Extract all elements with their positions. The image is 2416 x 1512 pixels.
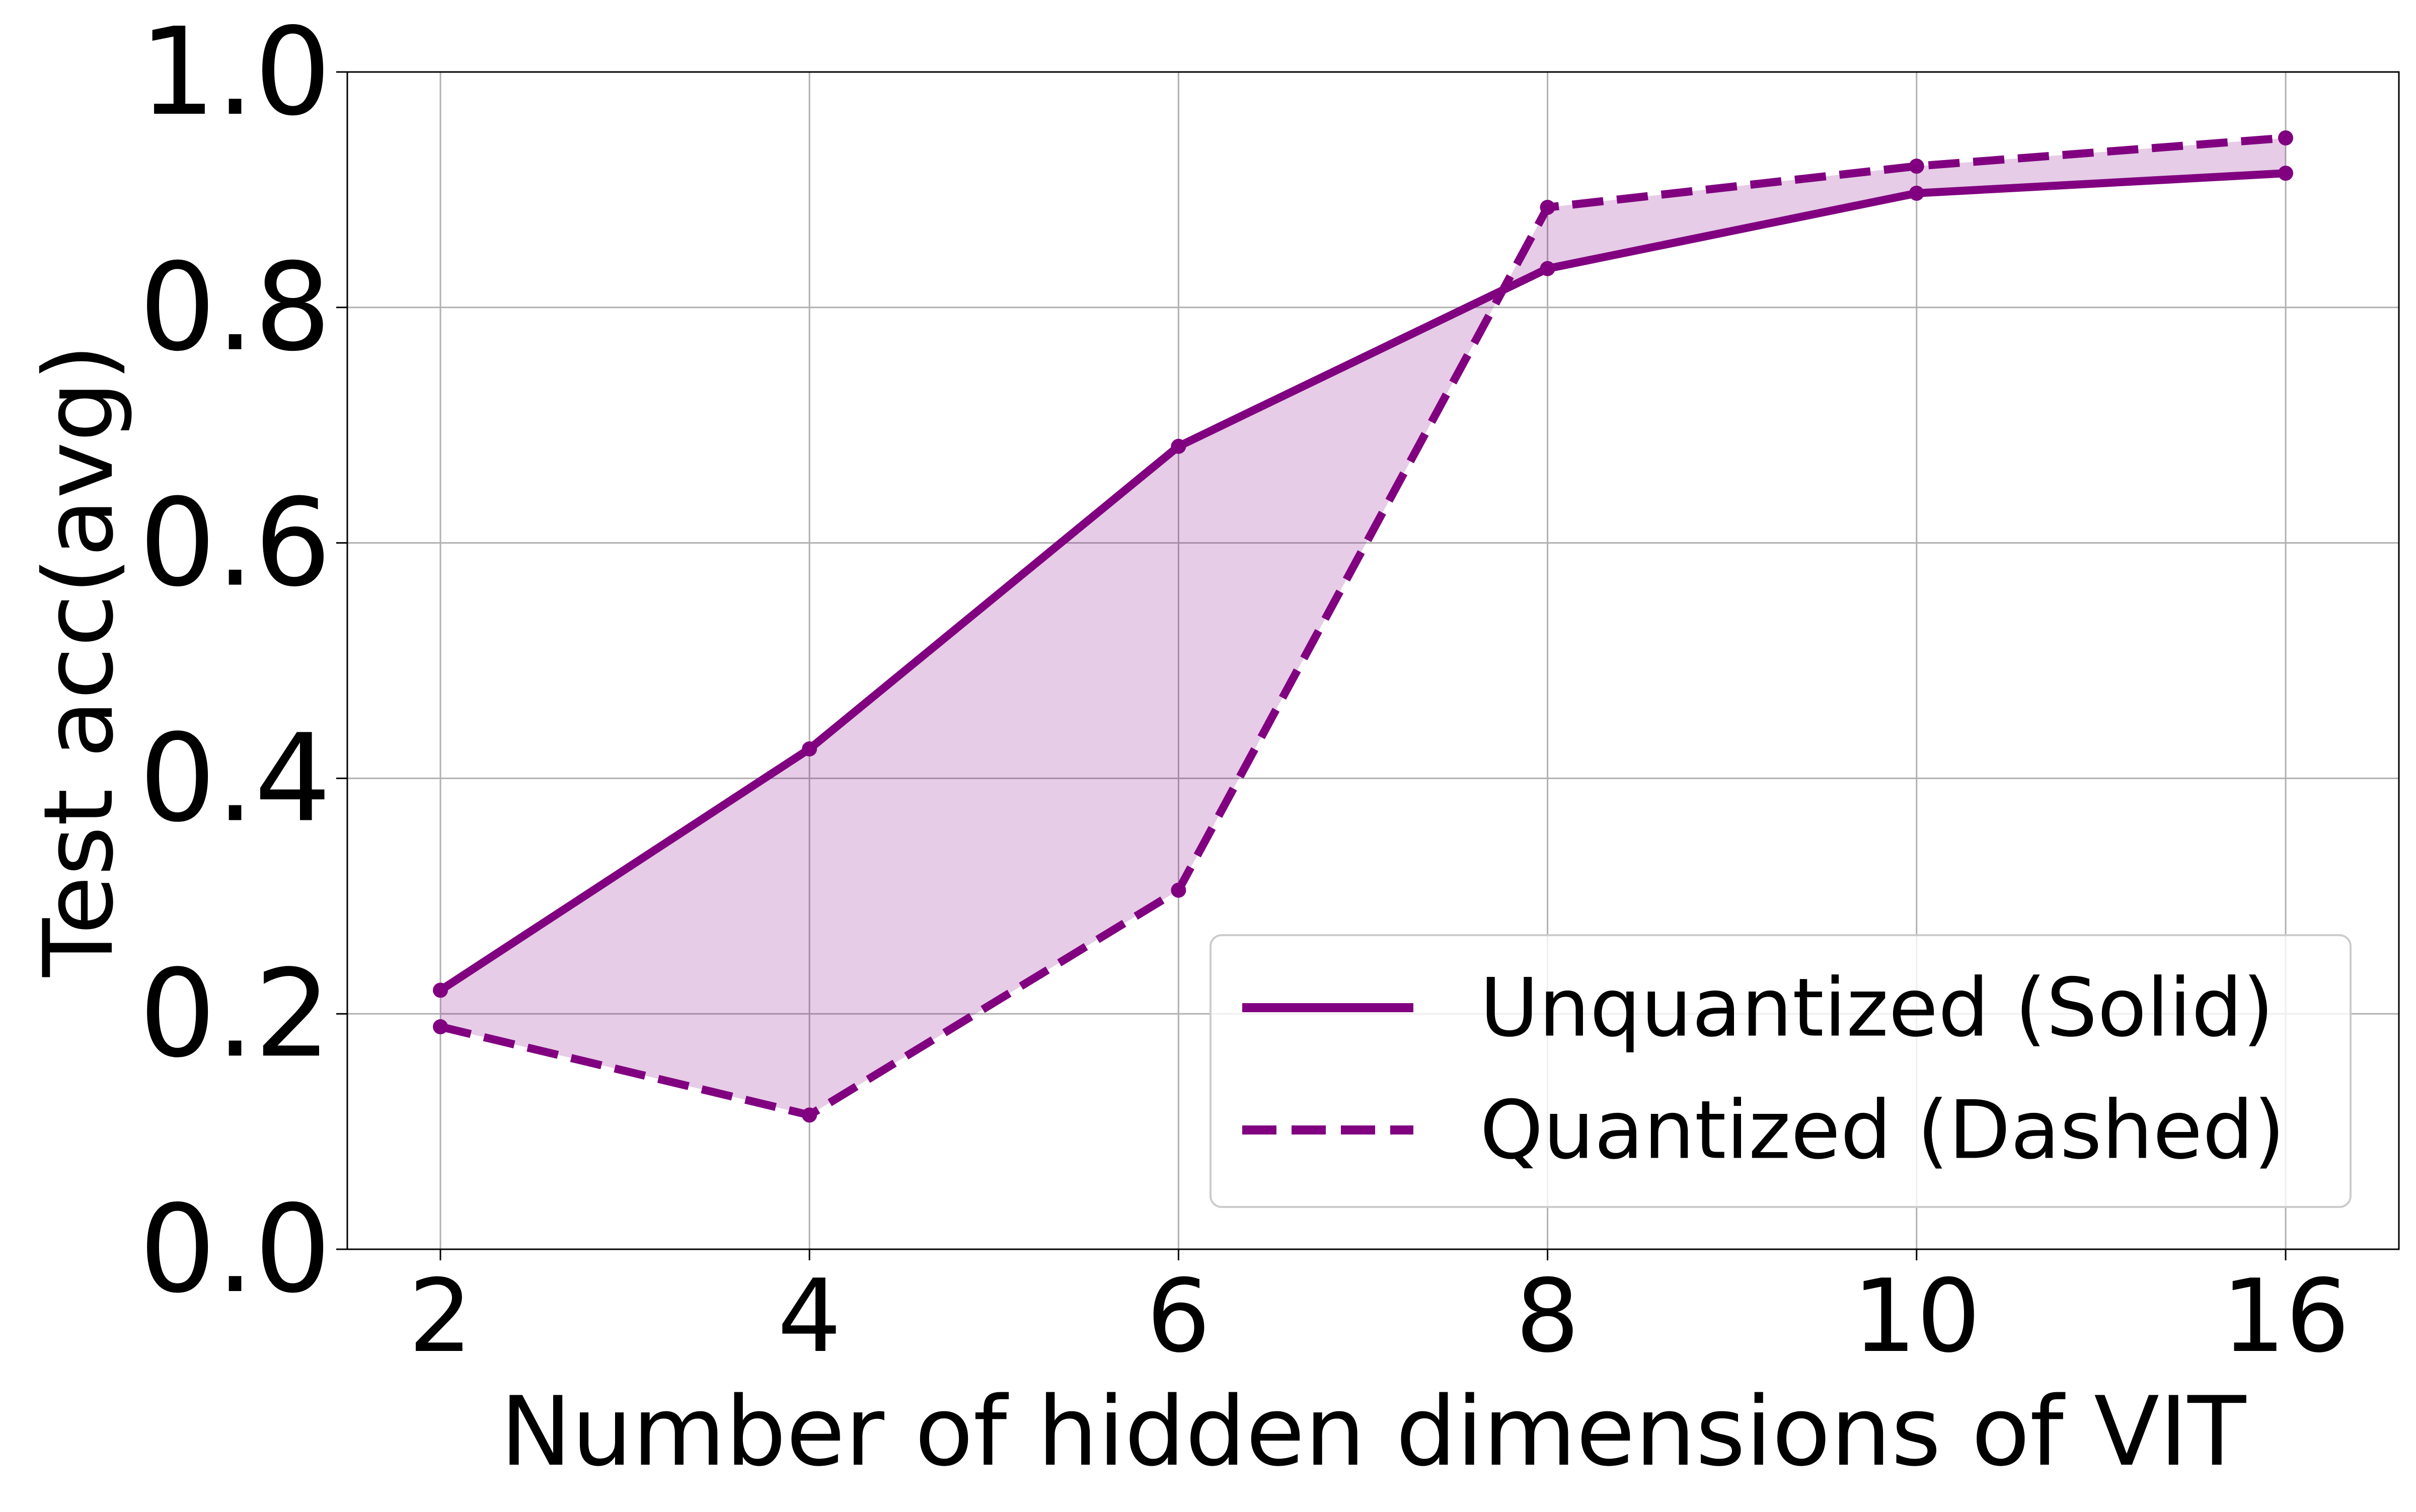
x-tick-label: 16 [2222, 1258, 2350, 1375]
plot-frame [346, 71, 2400, 1250]
series-0-point [1171, 438, 1186, 454]
legend-label-unquantized: Unquantized (Solid) [1480, 961, 2274, 1055]
series-1-point [1909, 159, 1924, 174]
legend-box [1210, 934, 2352, 1208]
y-axis-label: Test acc(avg) [23, 344, 134, 977]
series-lines [433, 130, 2293, 1123]
series-line-unquantized [438, 169, 2286, 994]
y-tick-label: 0.6 [139, 473, 331, 614]
series-1-point [1540, 199, 1555, 215]
x-tick-label: 8 [1516, 1258, 1579, 1375]
series-0-point [1540, 261, 1555, 276]
y-tick-label: 0.4 [139, 708, 331, 849]
series-1-point [802, 1107, 817, 1123]
series-0-point [433, 982, 448, 998]
legend: Unquantized (Solid) Quantized (Dashed) [1210, 934, 2352, 1208]
x-tick-label: 4 [778, 1258, 842, 1375]
x-axis-label: Number of hidden dimensions of VIT [500, 1376, 2246, 1487]
x-tick-label: 6 [1147, 1258, 1211, 1375]
y-tick-label: 1.0 [139, 2, 331, 142]
series-1-point [1171, 882, 1186, 898]
y-tick-label: 0.0 [139, 1179, 331, 1320]
series-0-point [802, 741, 817, 757]
axis-ticks: 2 4 6 8 10 16 0.0 0.2 0.4 0.6 0.8 1.0 [139, 2, 2350, 1375]
series-0-point [1909, 185, 1924, 201]
series-line-quantized [439, 134, 2286, 1119]
y-tick-label: 0.8 [139, 237, 331, 378]
series-difference-fill [440, 137, 2286, 1115]
series-1-point [433, 1019, 448, 1034]
series-0-point [2278, 166, 2293, 181]
x-tick-label: 2 [408, 1258, 472, 1375]
legend-label-quantized: Quantized (Dashed) [1480, 1083, 2285, 1177]
x-tick-label: 10 [1853, 1258, 1981, 1375]
fill-between-area [440, 137, 2286, 1115]
series-1-point [2278, 130, 2293, 145]
y-tick-label: 0.2 [139, 943, 331, 1084]
